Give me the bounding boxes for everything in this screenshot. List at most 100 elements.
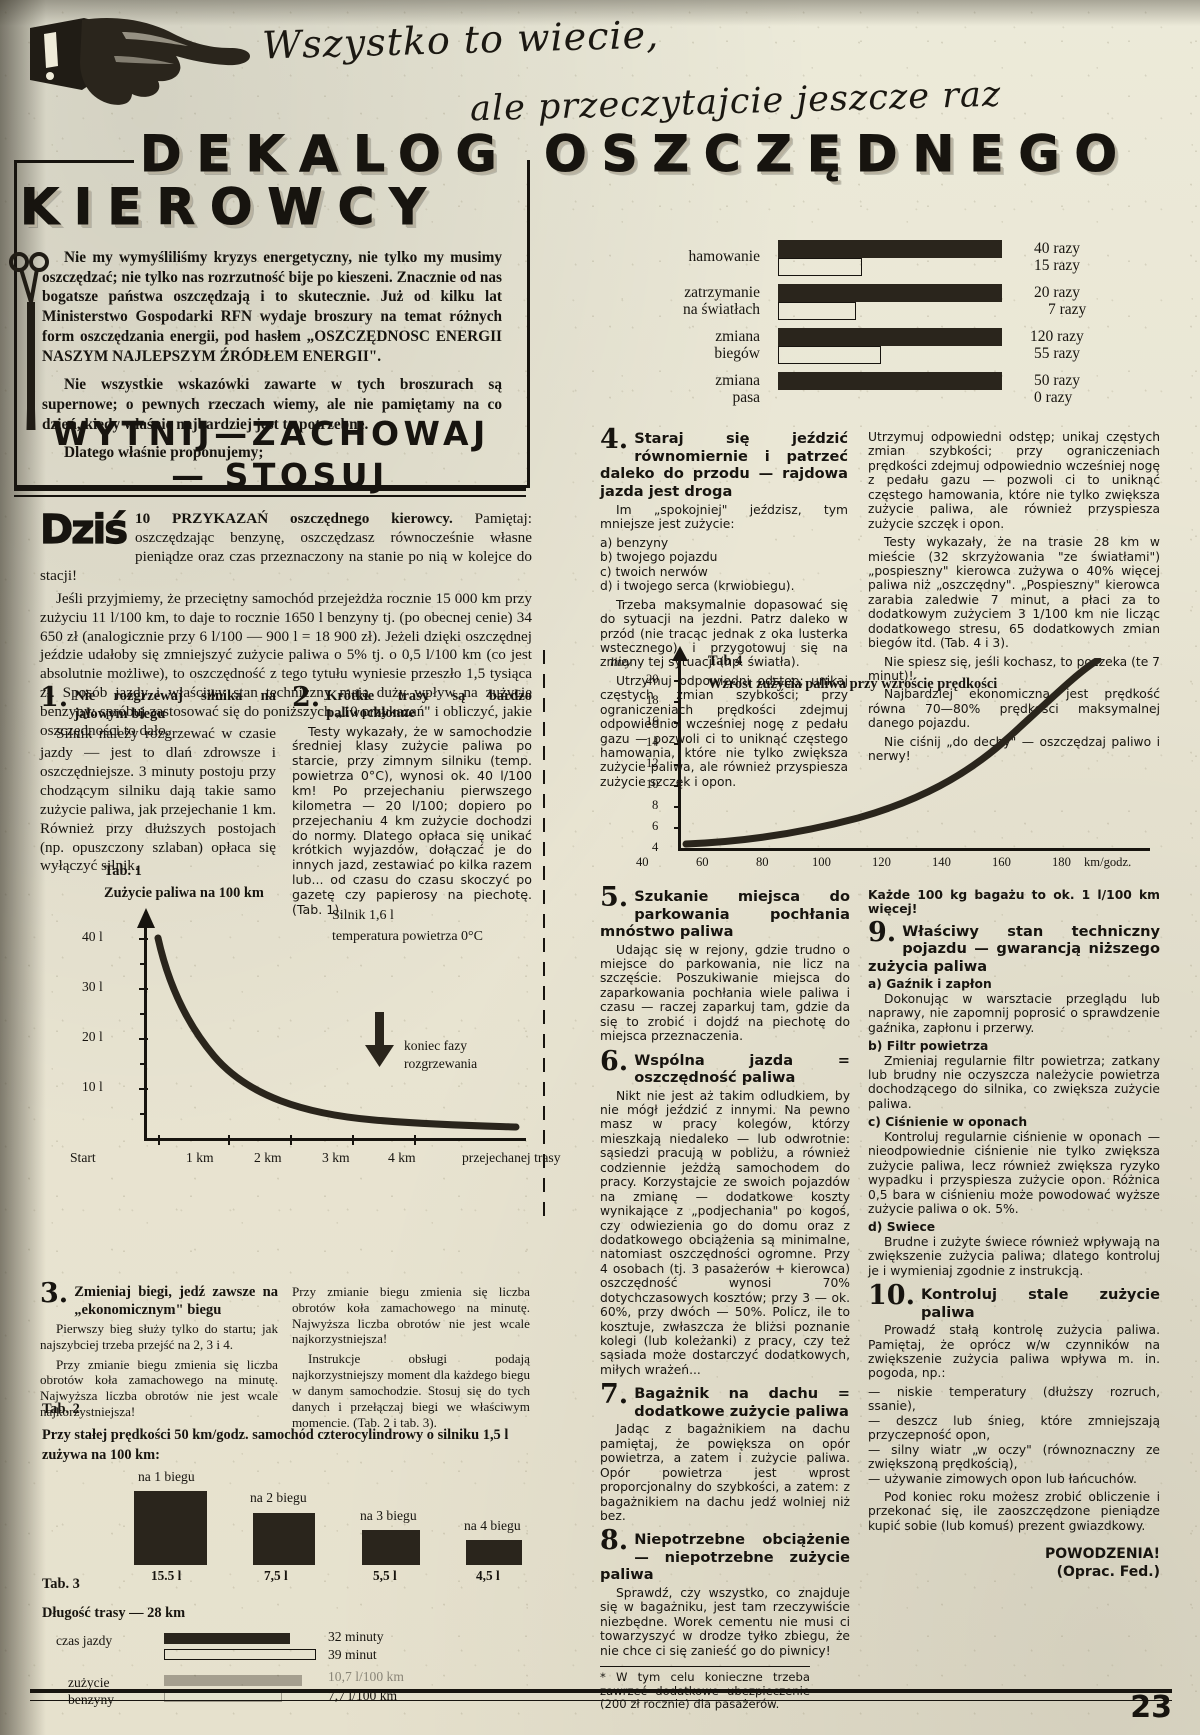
item-10-body: Prowadź stałą kontrolę zużycia paliwa. P… [868,1323,1160,1381]
tab-2-caption: Tab. 2 [42,1401,80,1417]
tab-3-caption: Tab. 3 [42,1576,80,1592]
item-9-body-b: Zmieniaj regularnie filtr powietrza; zat… [868,1053,1160,1111]
tab-4-y-label-14: 14 [646,735,659,749]
tab-1-title: Zużycie paliwa na 100 km [104,885,264,901]
item-9-body-d: Brudne i zużyte świece również wpływają … [868,1234,1160,1278]
item-1-block: 1. Nie rozgrzewaj silnika na jałowym bie… [40,684,276,880]
tab-2-bar-value-1: 15.5 l [151,1568,182,1583]
item-9-sub-a: a) Gaźnik i zapłon [868,977,992,992]
item-title: Wspólna jazda = oszczędność paliwa [634,1051,850,1087]
signoff-line-1: POWODZENIA! [1045,1546,1160,1563]
item-3-continuation: Przy zmianie biegu zmienia się liczba ob… [292,1284,530,1434]
tab-4-y-label-8: 8 [652,798,659,812]
cta-line-1: WYTNIJ—ZACHOWAJ [52,414,490,453]
divider-rule-1 [14,487,526,491]
tab-2-plot: na 1 biegu 15.5 l na 2 biegu 7,5 l na 3 … [42,1469,542,1583]
divider-rule-2 [14,495,526,497]
item-9-sub-c: c) Ciśnienie w oponach [868,1115,1028,1130]
tab-3-value-2a: 10,7 l/100 km [328,1669,404,1684]
tab-2-bar-4 [466,1540,522,1565]
tab-4-x-label-180: 180 [1052,855,1071,869]
item-number: 2. [292,682,321,713]
tab-1-y-tick [139,1038,148,1040]
item-4-body6: Najbardziej ekonomiczna jest prędkość ró… [868,687,1160,731]
item-4-body4: Testy wykazały, że na trasie 28 km w mie… [868,535,1160,651]
item-6-body: Nikt nie jest aż takim odludkiem, by nie… [600,1088,850,1377]
cut-box-top-edge [14,160,134,163]
item-10-list-2: — deszcz lub śnieg, które zmniejszają pr… [868,1413,1160,1443]
pointing-hand-icon [22,8,262,128]
tab-4-x-label-80: 80 [756,855,769,869]
tab-4-y-tick [674,764,680,766]
tab-2-bar-2 [253,1513,315,1565]
item-title: Krótkie trasy są bardzo paliwochłonne [326,688,532,722]
lead-bold-head: 10 PRZYKAZAŃ oszczędnego kierowcy. [135,510,453,527]
cut-out-box [14,160,530,488]
intro-paragraph-1: Nie my wymyśliliśmy kryzys energetyczny,… [42,249,502,365]
tab-3-row-label-2-l2: benzyny [68,1692,114,1707]
chart-top-comparison: hamowanie 40 razy 15 razy zatrzymanie na… [600,236,1160,406]
tab-4-y-tick [674,785,680,787]
item-title: Nie rozgrzewaj silnika na jałowym biegu [74,688,276,722]
tab-3-row-label-1: czas jazdy [56,1633,113,1648]
side-note-bagaz: Każde 100 kg bagażu to ok. 1 l/100 km wi… [868,888,1160,917]
chart-row-label: zatrzymanie na światłach [600,284,760,318]
chart-value-primary: 40 razy [1034,240,1081,257]
lead-paragraph-2: Jeśli przyjmiemy, że przeciętny samochód… [40,589,532,740]
item-9-sub-b: b) Filtr powietrza [868,1039,989,1054]
item-7-body: Jadąc z bagażnikiem na dachu pamiętaj, ż… [600,1422,850,1523]
tab-4-y-tick [674,722,680,724]
items-5-8-column: 5. Szukanie miejsca do parkowania pochła… [600,882,850,1716]
item-title: Staraj się jeździć równomiernie i patrze… [600,430,848,500]
tab-1-y-minor-tick [140,1013,146,1015]
tab-2-title: Przy stałej prędkości 50 km/godz. samoch… [42,1427,509,1463]
chart-row-label: hamowanie [688,248,760,265]
chart-row-label-l1: zmiana [715,372,760,389]
tab-4-y-label-4: 4 [652,840,659,854]
item-10-list-4: — używanie zimowych opon lub łańcuchów. [868,1471,1137,1486]
tab-4-y-label-6: 6 [652,819,659,833]
tab-2-bar-label-1: na 1 biegu [138,1469,195,1484]
chart-value-secondary: 55 razy [1034,345,1081,362]
item-number: 9. [868,916,897,948]
tab-1-y-axis [144,922,147,1140]
tab-2-bar-value-2: 7,5 l [264,1568,288,1583]
item-number: 8. [600,1525,629,1557]
tab-1-x-label-4km: 4 km [388,1150,416,1165]
tab-1-y-minor-tick [140,1063,146,1065]
tab-4-caption: Tab 4 [708,653,743,669]
item-4-body3: Utrzymuj odpowiedni odstęp; unikaj częst… [600,673,848,789]
intro-paragraph-3: Dlatego właśnie proponujemy; [64,444,264,462]
item-title: Bagażnik na dachu = dodatkowe zużycie pa… [634,1385,850,1420]
tab-4-y-axis-label: litry [610,654,632,669]
tab-4-y-tick [674,701,680,703]
item-number: 5. [600,882,629,913]
tab-1-caption: Tab. 1 [104,863,142,879]
tab-2-bar-label-3: na 3 biegu [360,1508,417,1523]
tab-4-y-label-16: 16 [646,714,659,728]
tab-2-bar-value-3: 5,5 l [373,1568,397,1583]
tab-4-y-axis [678,658,681,850]
item-title: Zmieniaj biegi, jedź zawsze na „ekonomic… [74,1284,278,1318]
bar-outline [778,258,862,276]
chart-row-label-l2: na światłach [682,301,760,318]
intro-paragraph-2: Nie wszystkie wskazówki zawarte w tych b… [42,376,502,433]
item-number: 3. [40,1278,69,1309]
tab-1-x-label-2km: 2 km [254,1150,282,1165]
tab-4-x-label-160: 160 [992,855,1011,869]
lead-block: Dziś 10 PRZYKAZAŃ oszczędnego kierowcy. … [39,509,532,745]
chart-value-primary: 20 razy [1034,284,1081,301]
chart-tab-4: litry Tab 4 Wzrost zużycia paliwa przy w… [600,646,1160,870]
tab-4-x-label-60: 60 [696,855,709,869]
tab-1-x-tick [290,1135,292,1145]
tab-3-bar-1a [164,1633,290,1644]
item-3-block: 3. Zmieniaj biegi, jedź zawsze na „ekono… [40,1278,278,1424]
tab-4-title: Wzrost zużycia paliwa przy wzroście pręd… [708,676,998,692]
item-title: Szukanie miejsca do parkowania pochłania… [600,888,850,940]
item-10-list-3: — silny wiatr „w oczy" (równoznaczny ze … [868,1442,1160,1472]
tab-2-bar-value-4: 4,5 l [476,1568,500,1583]
tab-4-x-label-40: 40 [636,855,649,869]
tab-1-x-tick [158,1135,160,1145]
chart-tab-2: Tab. 2 Przy stałej prędkości 50 km/godz.… [42,1400,542,1583]
tab-1-note-2: temperatura powietrza 0°C [332,929,483,944]
